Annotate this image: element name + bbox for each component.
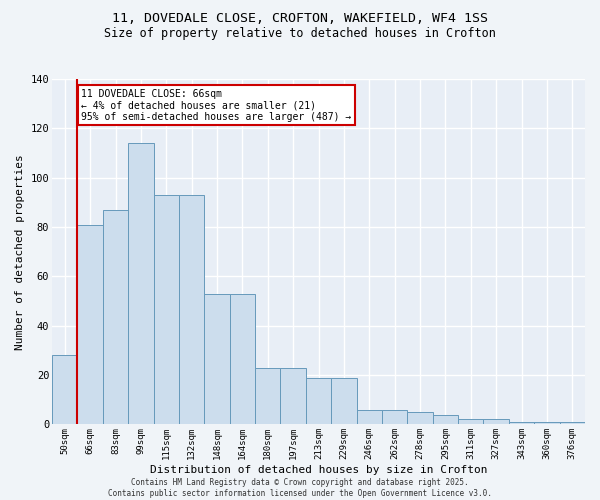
Text: Contains HM Land Registry data © Crown copyright and database right 2025.
Contai: Contains HM Land Registry data © Crown c…: [108, 478, 492, 498]
Bar: [52, 356, 77, 424]
Bar: [280, 368, 306, 424]
Text: 11, DOVEDALE CLOSE, CROFTON, WAKEFIELD, WF4 1SS: 11, DOVEDALE CLOSE, CROFTON, WAKEFIELD, …: [112, 12, 488, 26]
Text: 11 DOVEDALE CLOSE: 66sqm
← 4% of detached houses are smaller (21)
95% of semi-de: 11 DOVEDALE CLOSE: 66sqm ← 4% of detache…: [81, 89, 352, 122]
Text: Size of property relative to detached houses in Crofton: Size of property relative to detached ho…: [104, 28, 496, 40]
Bar: [356, 410, 382, 424]
Bar: [458, 420, 484, 424]
Y-axis label: Number of detached properties: Number of detached properties: [15, 154, 25, 350]
Bar: [433, 414, 458, 424]
Bar: [179, 195, 205, 424]
Bar: [255, 368, 280, 424]
Bar: [77, 224, 103, 424]
Bar: [509, 422, 534, 424]
Bar: [128, 143, 154, 424]
X-axis label: Distribution of detached houses by size in Crofton: Distribution of detached houses by size …: [150, 465, 487, 475]
Bar: [154, 195, 179, 424]
Bar: [560, 422, 585, 424]
Bar: [230, 294, 255, 424]
Bar: [407, 412, 433, 424]
Bar: [484, 420, 509, 424]
Bar: [306, 378, 331, 424]
Bar: [331, 378, 356, 424]
Bar: [103, 210, 128, 424]
Bar: [534, 422, 560, 424]
Bar: [382, 410, 407, 424]
Bar: [205, 294, 230, 424]
